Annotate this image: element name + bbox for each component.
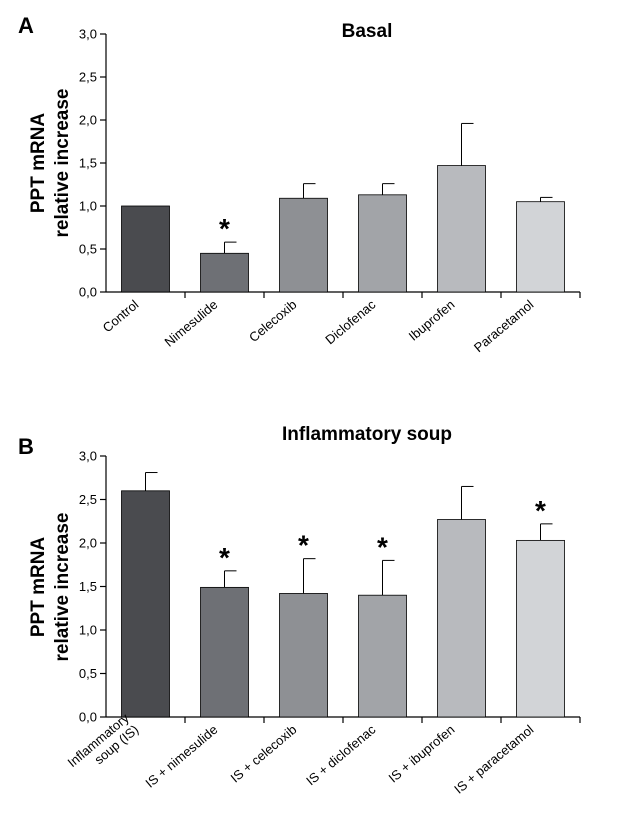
x-category-label-line: Diclofenac [322,296,379,347]
x-category-label: Inflammatorysoup (IS) [65,710,142,782]
x-category-label: Ibuprofen [406,297,458,344]
significance-marker: * [377,531,388,562]
x-category-label-line: IS + nimesulide [142,722,220,791]
error-bar [540,523,553,541]
error-bar [461,122,474,166]
chart-title: Inflammatory soup [282,424,452,445]
y-tick-label: 0,5 [79,242,97,257]
bar [437,519,486,718]
bar [200,586,249,718]
x-category-label: Celecoxib [246,297,299,345]
x-category-label: Paracetamol [471,297,537,355]
bar [358,194,407,293]
error-bar [303,558,316,594]
x-category-label-line: IS + ibuprofen [385,722,457,786]
y-axis-label: relative increase [52,513,73,662]
significance-marker: * [219,213,230,244]
y-tick-label: 3,0 [79,449,97,464]
x-category-label: IS + diclofenac [303,721,379,788]
bar [358,594,407,718]
y-tick-label: 1,5 [79,156,97,171]
bar [279,593,328,718]
error-bar [224,570,237,588]
y-tick-label: 2,0 [79,113,97,128]
significance-marker: * [298,530,309,561]
x-category-label-line: Paracetamol [471,297,537,355]
x-category-label: Nimesulide [162,297,221,350]
y-tick-label: 0,0 [79,710,97,725]
bar [516,201,565,293]
bar [200,252,249,293]
bar [437,165,486,293]
panel-b: B Inflammatory soup PPT mRNA relative incre… [18,424,581,797]
error-bar [540,196,553,202]
y-tick-label: 1,0 [79,199,97,214]
y-tick-label: 2,0 [79,536,97,551]
x-category-label-line: IS + celecoxib [228,722,300,786]
panel-letter: A [18,13,34,38]
x-category-label: IS + celecoxib [228,722,300,786]
x-category-label-line: Celecoxib [246,297,299,345]
error-bar [461,485,474,520]
y-axis-label: PPT mRNA [28,537,49,638]
x-category-label-line: Control [100,297,142,336]
y-axis-label: relative increase [52,89,73,238]
y-tick-label: 3,0 [79,27,97,42]
y-tick-label: 2,5 [79,70,97,85]
error-bar [145,472,158,491]
y-axis-label: PPT mRNA [28,113,49,214]
x-category-label-line: IS + paracetamol [451,722,536,797]
panel-a: A Basal PPT mRNA relative increase 0,0 0,5 1,0… [18,13,581,355]
panel-letter: B [18,434,34,459]
x-category-label: IS + ibuprofen [385,722,457,786]
x-category-label: Control [100,297,142,336]
y-tick-label: 1,0 [79,623,97,638]
y-tick-label: 0,5 [79,666,97,681]
x-category-label-line: Ibuprofen [406,297,458,344]
significance-marker: * [535,495,546,526]
x-category-label: IS + paracetamol [451,722,536,797]
x-category-label-line: IS + diclofenac [303,721,379,788]
error-bar [382,183,395,195]
chart-title: Basal [342,21,393,42]
error-bar [303,183,316,199]
bar [279,197,328,293]
y-tick-label: 1,5 [79,579,97,594]
error-bar [224,241,237,254]
bar [121,490,170,718]
x-category-label: IS + nimesulide [142,722,220,791]
significance-marker: * [219,542,230,573]
y-tick-label: 2,5 [79,492,97,507]
x-category-label-line: Nimesulide [162,297,221,350]
bar [121,205,170,293]
x-category-label: Diclofenac [322,296,379,347]
y-tick-label: 0,0 [79,285,97,300]
bar [516,539,565,718]
error-bar [382,559,395,596]
